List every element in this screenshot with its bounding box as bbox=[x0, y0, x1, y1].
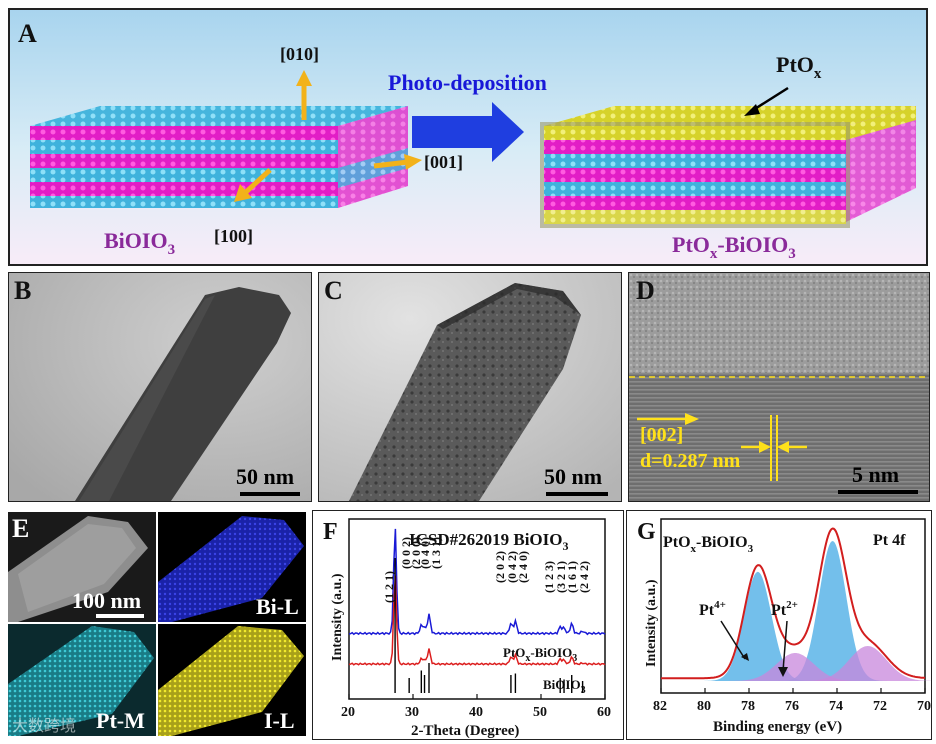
xrd-ref-label: ICSD#262019 BiOIO3 bbox=[409, 530, 569, 553]
label-ptox-bioio3: PtOx-BiOIO3 bbox=[672, 232, 796, 262]
panel-f: F ICSD#262019 BiOIO3 Intensity (a.u.) 2-… bbox=[312, 510, 624, 740]
panel-e-map-pt bbox=[8, 624, 156, 736]
process-arrow bbox=[412, 102, 524, 162]
panel-e-map-bi bbox=[158, 512, 306, 622]
xrd-peak-label: (1 2 3) bbox=[542, 561, 556, 593]
nanorod-c bbox=[319, 273, 621, 501]
xrd-xlabel: 2-Theta (Degree) bbox=[411, 723, 519, 739]
ptox-pointer-arrow bbox=[744, 86, 789, 116]
label-pt-m: Pt-M bbox=[96, 708, 145, 733]
pt4-peak bbox=[766, 541, 899, 681]
panel-a-letter: A bbox=[18, 19, 37, 48]
xrd-label-ptox-bioio3: PtOx-BiOIO3 bbox=[503, 645, 577, 664]
axis-010-arrow bbox=[296, 70, 312, 120]
panel-b-scale-label: 50 nm bbox=[236, 464, 295, 489]
axis-001-arrow bbox=[373, 154, 422, 170]
ptox-bioio3-crystal bbox=[540, 106, 916, 228]
xps-chart: G PtOx-BiOIO3 Pt 4f Intensity (a.u.) Bin… bbox=[637, 518, 934, 735]
label-i-l: I-L bbox=[264, 708, 295, 733]
xps-envelope-line bbox=[661, 527, 926, 680]
panel-g-letter: G bbox=[637, 519, 656, 545]
xps-orbital-label: Pt 4f bbox=[873, 532, 906, 549]
xps-x-tick-label: 72 bbox=[873, 699, 887, 714]
bioio3-crystal bbox=[30, 106, 408, 208]
pt2-pointer-arrow bbox=[778, 620, 788, 677]
xps-x-tick-label: 70 bbox=[917, 699, 931, 714]
axis-100-arrow bbox=[234, 168, 272, 202]
xrd-x-tick-label: 50 bbox=[533, 705, 547, 720]
panel-c-tem-image bbox=[318, 272, 622, 502]
xrd-peak-label: (3 2 1) bbox=[554, 561, 568, 593]
xps-x-tick-label: 74 bbox=[829, 699, 843, 714]
label-100: [100] bbox=[214, 226, 253, 246]
xps-x-tick-label: 78 bbox=[741, 699, 755, 714]
panel-c-scale-label: 50 nm bbox=[544, 464, 603, 489]
xrd-ylabel: Intensity (a.u.) bbox=[330, 573, 345, 661]
pt2-peak bbox=[801, 646, 934, 681]
panel-d-scale-label: 5 nm bbox=[852, 462, 900, 487]
panel-d-spacing-label: d=0.287 nm bbox=[640, 450, 741, 472]
xps-sample-label: PtOx-BiOIO3 bbox=[663, 534, 754, 555]
xrd-series-line bbox=[348, 528, 606, 636]
panel-e-map-i bbox=[158, 624, 306, 736]
label-ptox: PtOx bbox=[776, 52, 822, 82]
label-bi-l: Bi-L bbox=[256, 594, 299, 619]
panel-a-illustration: A Photo-deposition [010] [001] [100] BiO… bbox=[8, 8, 928, 266]
label-bioio3: BiOIO3 bbox=[104, 228, 175, 258]
haadf-rod bbox=[8, 516, 148, 622]
panel-b-tem-image bbox=[8, 272, 312, 502]
label-001: [001] bbox=[424, 152, 463, 172]
hrtem-lattice bbox=[629, 273, 929, 501]
pt4-pointer-arrow bbox=[720, 620, 749, 661]
xrd-x-tick-label: 20 bbox=[341, 705, 355, 720]
xrd-peak-label: (2 0 2) bbox=[493, 551, 507, 583]
panel-f-letter: F bbox=[323, 519, 338, 545]
panel-e-letter: E bbox=[12, 514, 30, 543]
xrd-chart: F ICSD#262019 BiOIO3 Intensity (a.u.) 2-… bbox=[323, 518, 611, 739]
xps-xlabel: Binding energy (eV) bbox=[713, 719, 842, 735]
panel-c-scale-bar bbox=[546, 492, 608, 496]
panel-b-letter: B bbox=[14, 276, 32, 305]
xrd-peak-label: (2 4 2) bbox=[577, 561, 591, 593]
xrd-peak-label: (0 0 2) bbox=[399, 537, 413, 569]
xps-x-tick-label: 82 bbox=[653, 699, 667, 714]
xps-x-tick-label: 76 bbox=[785, 699, 799, 714]
panel-e-scale-bar bbox=[96, 614, 144, 618]
xrd-peak-label: (2 4 0) bbox=[516, 551, 530, 583]
panel-d-scale-bar bbox=[838, 490, 918, 494]
panel-e-haadf bbox=[8, 512, 156, 622]
process-title: Photo-deposition bbox=[388, 70, 547, 95]
pt2-label: Pt2+ bbox=[771, 599, 798, 619]
watermark: 大数跨境 bbox=[12, 716, 77, 735]
panel-b-scale-bar bbox=[240, 492, 300, 496]
xrd-x-tick-label: 60 bbox=[597, 705, 611, 720]
xrd-series-line bbox=[348, 575, 606, 666]
label-010: [010] bbox=[280, 44, 319, 64]
xrd-peak-label: (2 0 0) bbox=[409, 537, 423, 569]
xps-ylabel: Intensity (a.u.) bbox=[644, 579, 659, 667]
pt4-label: Pt4+ bbox=[699, 599, 726, 619]
panel-e-scale-label: 100 nm bbox=[72, 588, 142, 613]
xrd-peak-label: (0 4 2) bbox=[505, 551, 519, 583]
pt4-peak bbox=[691, 571, 824, 681]
xps-x-tick-label: 80 bbox=[697, 699, 711, 714]
panel-d-letter: D bbox=[636, 276, 655, 305]
pt2-peak bbox=[729, 653, 862, 681]
panel-d-hrtem-image bbox=[628, 272, 930, 502]
panel-g: G PtOx-BiOIO3 Pt 4f Intensity (a.u.) Bin… bbox=[626, 510, 934, 740]
xrd-peak-label: (0 4 0) bbox=[418, 537, 432, 569]
xrd-peak-label: (1 2 1) bbox=[382, 571, 396, 603]
xrd-x-tick-label: 30 bbox=[405, 705, 419, 720]
panel-d-plane-label: [002] bbox=[640, 424, 684, 446]
xrd-peak-label: (1 3 1) bbox=[429, 537, 443, 569]
panel-a: A Photo-deposition [010] [001] [100] BiO… bbox=[8, 8, 928, 266]
nanorod-b bbox=[9, 273, 311, 501]
xrd-peak-label: (1 6 1) bbox=[565, 561, 579, 593]
xrd-x-tick-label: 40 bbox=[469, 705, 483, 720]
panel-c-letter: C bbox=[324, 276, 343, 305]
